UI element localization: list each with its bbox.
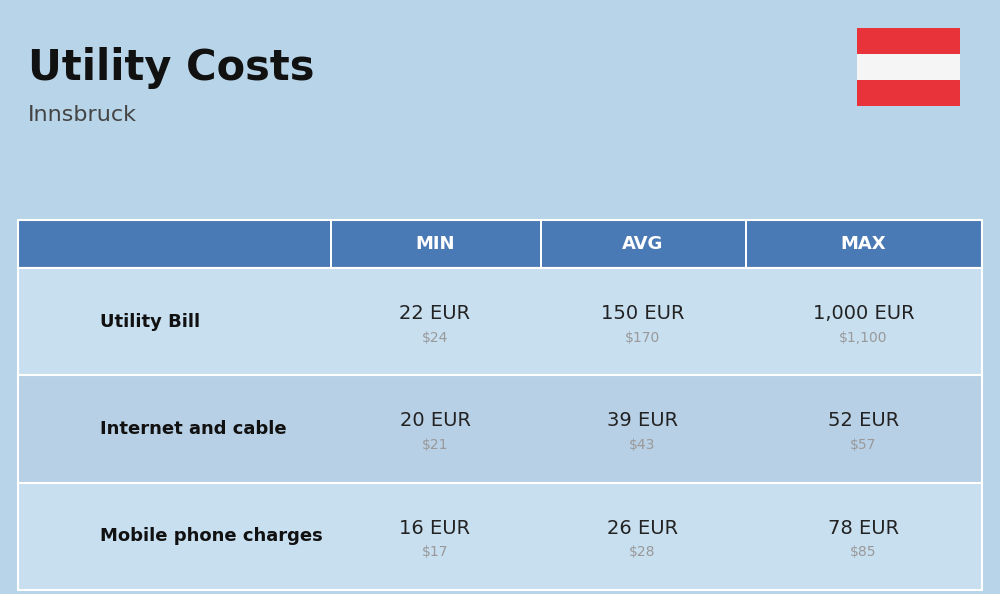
Text: $28: $28 [629, 545, 656, 560]
Bar [18, 268, 982, 375]
Text: Utility Costs: Utility Costs [28, 47, 314, 89]
Text: MIN: MIN [415, 235, 455, 253]
Text: $21: $21 [422, 438, 448, 452]
Bar [857, 54, 960, 80]
Text: 78 EUR: 78 EUR [828, 519, 899, 538]
Text: Mobile phone charges: Mobile phone charges [100, 527, 323, 545]
Text: Internet and cable: Internet and cable [100, 420, 287, 438]
Bar [540, 220, 542, 268]
Bar [745, 220, 746, 268]
Text: $85: $85 [850, 545, 877, 560]
Bar [857, 80, 960, 106]
Text: 20 EUR: 20 EUR [400, 412, 471, 431]
Text: $57: $57 [850, 438, 877, 452]
Text: 16 EUR: 16 EUR [399, 519, 471, 538]
Text: $1,100: $1,100 [839, 331, 888, 345]
Text: AVG: AVG [622, 235, 663, 253]
Text: $17: $17 [422, 545, 448, 560]
Text: MAX: MAX [841, 235, 886, 253]
Bar [330, 220, 332, 268]
Text: 1,000 EUR: 1,000 EUR [813, 304, 914, 323]
Text: 26 EUR: 26 EUR [607, 519, 678, 538]
Text: 39 EUR: 39 EUR [607, 412, 678, 431]
Text: 22 EUR: 22 EUR [399, 304, 471, 323]
Bar [857, 28, 960, 54]
Text: Innsbruck: Innsbruck [28, 105, 137, 125]
Bar [18, 483, 982, 590]
Text: Utility Bill: Utility Bill [100, 312, 200, 331]
Text: $24: $24 [422, 331, 448, 345]
Text: 150 EUR: 150 EUR [601, 304, 684, 323]
Bar [18, 375, 982, 483]
Bar [18, 220, 982, 268]
Text: 52 EUR: 52 EUR [828, 412, 899, 431]
Text: $43: $43 [629, 438, 656, 452]
Text: $170: $170 [625, 331, 660, 345]
